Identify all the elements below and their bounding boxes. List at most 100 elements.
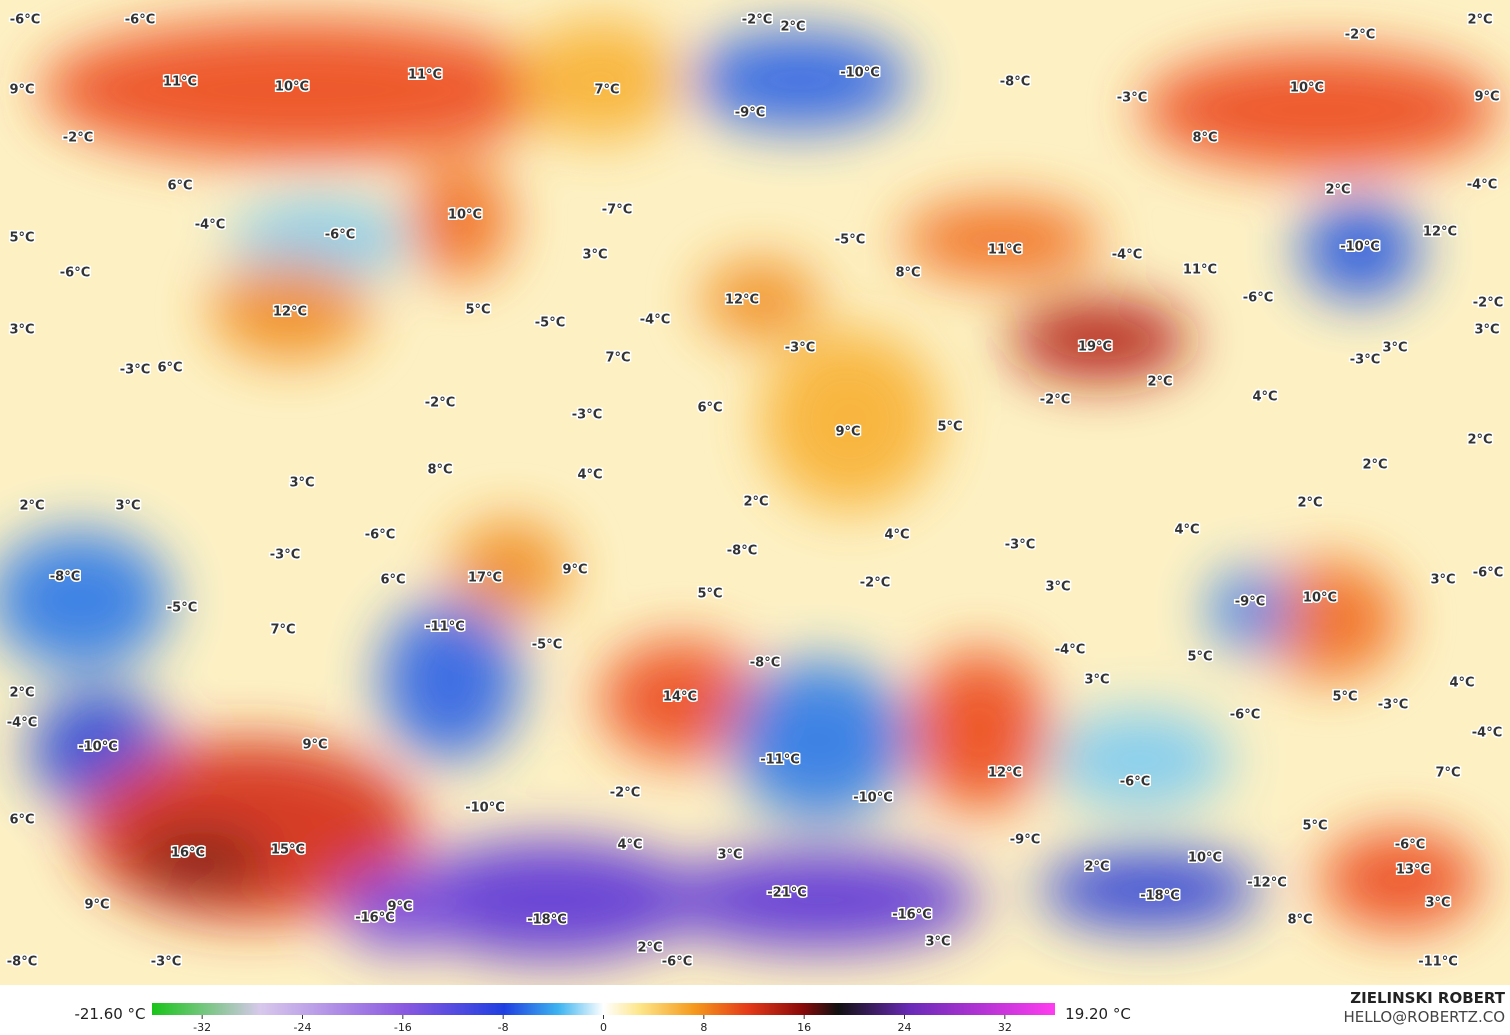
temperature-label: 6°C	[167, 179, 192, 194]
temperature-label: -6°C	[662, 955, 692, 970]
temperature-label: 10°C	[448, 208, 482, 223]
temperature-label: 7°C	[1435, 766, 1460, 781]
temperature-label: 2°C	[1297, 496, 1322, 511]
temperature-label: -5°C	[835, 233, 865, 248]
temperature-label: -10°C	[840, 66, 880, 81]
map-background	[0, 0, 1510, 985]
temperature-label: 7°C	[594, 83, 619, 98]
credit-contact: HELLO@ROBERTZ.CO	[1343, 1008, 1505, 1026]
temperature-label: 3°C	[925, 935, 950, 950]
temperature-label: -3°C	[572, 408, 602, 423]
temperature-label: -3°C	[270, 548, 300, 563]
temperature-label: 9°C	[1474, 90, 1499, 105]
credit-name: ZIELINSKI ROBERT	[1350, 989, 1505, 1007]
temperature-label: 2°C	[19, 499, 44, 514]
temperature-label: 16°C	[171, 846, 205, 861]
temperature-label: -3°C	[151, 955, 181, 970]
temperature-label: 12°C	[988, 766, 1022, 781]
temperature-label: -4°C	[7, 716, 37, 731]
colorbar-tick-label: 32	[998, 1021, 1012, 1034]
temperature-label: 4°C	[1174, 523, 1199, 538]
temperature-label: 6°C	[697, 401, 722, 416]
temperature-label: -3°C	[1117, 91, 1147, 106]
temperature-label: 8°C	[1192, 131, 1217, 146]
temperature-label: -2°C	[63, 131, 93, 146]
temperature-label: -11°C	[425, 620, 465, 635]
temperature-label: -4°C	[1467, 178, 1497, 193]
temperature-label: 2°C	[1084, 860, 1109, 875]
temperature-label: 4°C	[577, 468, 602, 483]
temperature-label: 2°C	[1467, 13, 1492, 28]
temperature-label: 6°C	[380, 573, 405, 588]
temperature-label: -10°C	[1340, 240, 1380, 255]
temperature-label: -4°C	[1112, 248, 1142, 263]
temperature-label: -4°C	[1055, 643, 1085, 658]
temperature-label: 11°C	[408, 68, 442, 83]
temperature-label: 9°C	[9, 83, 34, 98]
temperature-label: -11°C	[1418, 955, 1458, 970]
temperature-label: 5°C	[1187, 650, 1212, 665]
temperature-label: 3°C	[582, 248, 607, 263]
temperature-label: 3°C	[1084, 673, 1109, 688]
temperature-label: 2°C	[637, 941, 662, 956]
temperature-label: 8°C	[895, 266, 920, 281]
temperature-label: 3°C	[1045, 580, 1070, 595]
temperature-label: 3°C	[289, 476, 314, 491]
temperature-label: 3°C	[1425, 896, 1450, 911]
temperature-label: -6°C	[1120, 775, 1150, 790]
temperature-label: -10°C	[853, 791, 893, 806]
temperature-label: -16°C	[355, 911, 395, 926]
colorbar-tick-label: -24	[294, 1021, 312, 1034]
temperature-label: -6°C	[1230, 708, 1260, 723]
temperature-label: 3°C	[1382, 341, 1407, 356]
temperature-label: 12°C	[273, 305, 307, 320]
temperature-label: 3°C	[1474, 323, 1499, 338]
temperature-label: -6°C	[365, 528, 395, 543]
temperature-label: 2°C	[780, 20, 805, 35]
colorbar-tick-label: 8	[700, 1021, 707, 1034]
temperature-labels: -6°C -6°C -2°C 2°C -2°C 2°C 9°C 11°C 10°C 11°C 7°C…	[5, 11, 1504, 971]
temperature-label: 9°C	[84, 898, 109, 913]
temperature-label: 7°C	[605, 351, 630, 366]
colorbar-max: 19.20 °C	[1065, 1005, 1131, 1023]
temperature-label: -11°C	[760, 753, 800, 768]
temperature-label: 11°C	[1183, 263, 1217, 278]
temperature-label: 2°C	[1147, 375, 1172, 390]
temperature-label: -16°C	[892, 908, 932, 923]
temperature-label: 9°C	[387, 900, 412, 915]
temperature-label: 5°C	[937, 420, 962, 435]
temperature-label: -6°C	[60, 266, 90, 281]
temperature-label: 4°C	[1449, 676, 1474, 691]
temperature-label: -8°C	[50, 570, 80, 585]
temperature-label: 10°C	[275, 80, 309, 95]
temperature-label: -18°C	[527, 913, 567, 928]
temperature-label: 5°C	[1302, 819, 1327, 834]
temperature-label: -2°C	[1040, 393, 1070, 408]
temperature-label: -8°C	[7, 955, 37, 970]
temperature-label: 4°C	[1252, 390, 1277, 405]
colorbar	[152, 1003, 1055, 1015]
colorbar-tick-label: -32	[193, 1021, 211, 1034]
temperature-label: -3°C	[120, 363, 150, 378]
temperature-label: 10°C	[1303, 591, 1337, 606]
temperature-label: 9°C	[302, 738, 327, 753]
temperature-label: -2°C	[425, 396, 455, 411]
temperature-label: 14°C	[663, 690, 697, 705]
temperature-label: 6°C	[9, 813, 34, 828]
temperature-label: -6°C	[10, 13, 40, 28]
temperature-label: 9°C	[562, 563, 587, 578]
temperature-label: 11°C	[163, 75, 197, 90]
temperature-label: -6°C	[125, 13, 155, 28]
temperature-label: 2°C	[1325, 183, 1350, 198]
temperature-label: -4°C	[1472, 726, 1502, 741]
colorbar-tick-label: 16	[797, 1021, 811, 1034]
temperature-label: -10°C	[78, 740, 118, 755]
temperature-label: 11°C	[988, 243, 1022, 258]
temperature-label: -8°C	[727, 544, 757, 559]
temperature-label: 2°C	[743, 495, 768, 510]
temperature-label: -7°C	[602, 203, 632, 218]
colorbar-min: -21.60 °C	[74, 1005, 145, 1023]
temperature-label: -2°C	[610, 786, 640, 801]
temperature-label: 2°C	[1362, 458, 1387, 473]
